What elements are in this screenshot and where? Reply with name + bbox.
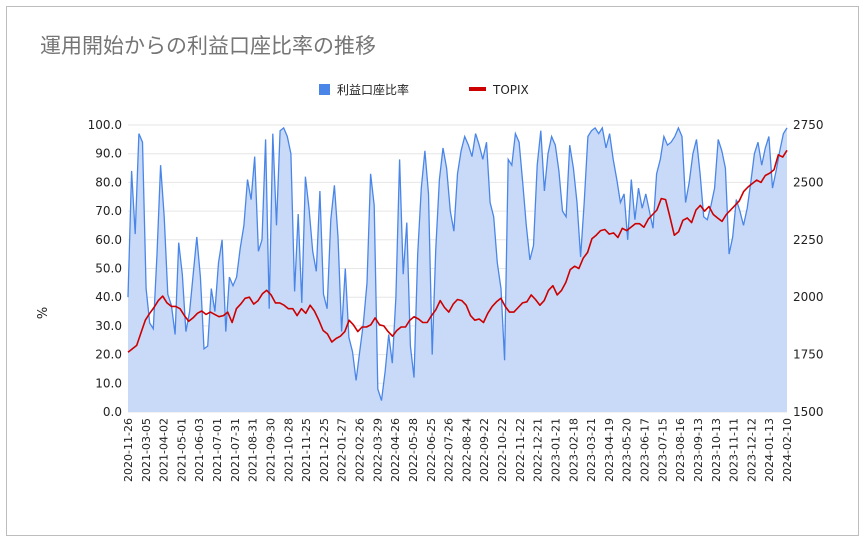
legend: 利益口座比率 TOPIX bbox=[319, 82, 529, 97]
x-tick-label: 2022-06-25 bbox=[425, 418, 438, 482]
x-tick-label: 2023-06-17 bbox=[639, 418, 652, 482]
x-tick-label: 2021-03-05 bbox=[140, 418, 153, 482]
x-tick-label: 2021-05-01 bbox=[175, 418, 188, 482]
legend-label-topix: TOPIX bbox=[492, 83, 529, 97]
left-tick-label: 90.0 bbox=[95, 147, 122, 161]
x-tick-label: 2022-09-22 bbox=[478, 418, 491, 482]
x-tick-label: 2021-09-30 bbox=[264, 418, 277, 482]
x-tick-label: 2021-04-02 bbox=[158, 418, 171, 482]
ratio-line bbox=[127, 126, 788, 401]
right-tick-label: 1500 bbox=[793, 405, 824, 419]
legend-swatch-ratio bbox=[319, 84, 330, 95]
x-tick-label: 2023-04-19 bbox=[603, 418, 616, 482]
x-tick-label: 2021-10-28 bbox=[282, 418, 295, 482]
legend-swatch-topix bbox=[469, 87, 486, 91]
x-tick-label: 2022-05-28 bbox=[407, 418, 420, 482]
left-tick-label: 10.0 bbox=[95, 376, 122, 390]
topix-line-layer bbox=[127, 149, 788, 353]
x-tick-label: 2022-12-21 bbox=[532, 418, 545, 482]
x-tick-label: 2022-10-22 bbox=[496, 418, 509, 482]
left-tick-label: 20.0 bbox=[95, 348, 122, 362]
chart-title: 運用開始からの利益口座比率の推移 bbox=[40, 34, 376, 58]
x-tick-label: 2022-08-24 bbox=[460, 418, 473, 482]
left-tick-label: 0.0 bbox=[103, 405, 122, 419]
x-tick-label: 2023-01-21 bbox=[549, 418, 562, 482]
x-tick-label: 2022-11-22 bbox=[514, 418, 527, 482]
x-tick-label: 2021-12-25 bbox=[318, 418, 331, 482]
x-tick-label: 2024-02-10 bbox=[781, 418, 794, 482]
x-tick-label: 2023-08-16 bbox=[674, 418, 687, 482]
x-tick-label: 2022-04-26 bbox=[389, 418, 402, 482]
x-tick-label: 2023-07-15 bbox=[656, 418, 669, 482]
x-tick-label: 2022-03-29 bbox=[371, 418, 384, 482]
right-tick-label: 2250 bbox=[793, 233, 824, 247]
left-tick-label: 100.0 bbox=[88, 118, 122, 132]
right-tick-label: 2000 bbox=[793, 290, 824, 304]
x-tick-label: 2020-11-26 bbox=[122, 418, 135, 482]
left-tick-label: 30.0 bbox=[95, 319, 122, 333]
x-tick-label: 2022-01-27 bbox=[336, 418, 349, 482]
x-tick-label: 2021-07-01 bbox=[211, 418, 224, 482]
x-tick-label: 2023-03-21 bbox=[585, 418, 598, 482]
right-tick-label: 1750 bbox=[793, 348, 824, 362]
x-tick-label: 2023-11-11 bbox=[728, 418, 741, 482]
right-tick-label: 2750 bbox=[793, 118, 824, 132]
left-tick-label: 70.0 bbox=[95, 204, 122, 218]
x-tick-label: 2023-05-20 bbox=[621, 418, 634, 482]
x-tick-label: 2021-07-31 bbox=[229, 418, 242, 482]
x-tick-label: 2022-07-26 bbox=[443, 418, 456, 482]
left-tick-label: 60.0 bbox=[95, 233, 122, 247]
ratio-area-layer bbox=[127, 126, 788, 413]
left-axis-ticks: 0.0 10.0 20.0 30.0 40.0 50.0 60.0 70.0 80.0 90.0 1… bbox=[88, 118, 122, 419]
right-tick-label: 2500 bbox=[793, 175, 824, 189]
left-tick-label: 80.0 bbox=[95, 175, 122, 189]
legend-label-ratio: 利益口座比率 bbox=[337, 82, 409, 97]
y-axis-label-left: % bbox=[36, 307, 51, 319]
x-tick-label: 2024-01-13 bbox=[763, 418, 776, 482]
topix-line bbox=[127, 149, 788, 353]
x-tick-label: 2021-08-31 bbox=[247, 418, 260, 482]
x-axis-ticks: 2020-11-26 2021-03-05 2021-04-02 2021-05-01… bbox=[122, 418, 794, 482]
right-axis-ticks: 1500 1750 2000 2250 2500 2750 bbox=[793, 118, 824, 419]
x-tick-label: 2023-09-13 bbox=[692, 418, 705, 482]
x-tick-label: 2023-02-18 bbox=[567, 418, 580, 482]
x-tick-label: 2023-12-12 bbox=[745, 418, 758, 482]
x-tick-label: 2023-10-13 bbox=[710, 418, 723, 482]
x-tick-label: 2022-02-26 bbox=[354, 418, 367, 482]
left-tick-label: 40.0 bbox=[95, 290, 122, 304]
left-tick-label: 50.0 bbox=[95, 262, 122, 276]
x-tick-label: 2021-06-03 bbox=[193, 418, 206, 482]
x-tick-label: 2021-11-25 bbox=[300, 418, 313, 482]
